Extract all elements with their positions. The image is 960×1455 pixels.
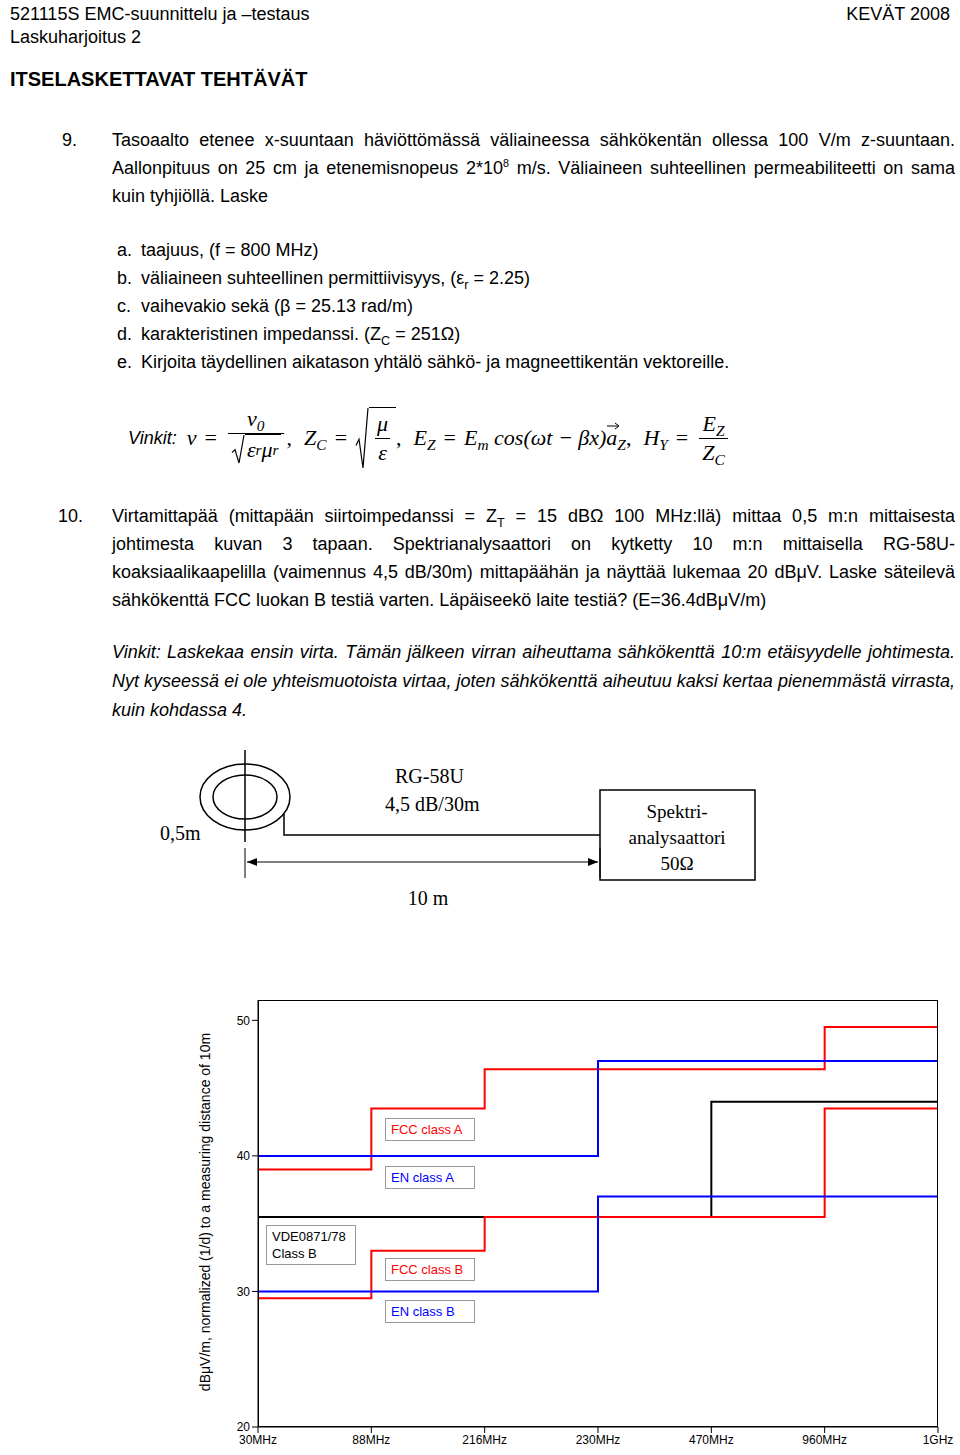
html-text:εrμr ,: εrμr , [246,425,293,462]
html-text:e.: e. [117,352,132,372]
html-text:ZC: ZC [702,439,725,468]
html-text:FCC class A: FCC class A [391,1122,463,1137]
html-text:taajuus, (f = 800 MHz): taajuus, (f = 800 MHz) [141,240,319,260]
svg-text:30: 30 [237,1285,251,1299]
html-text:a.: a. [117,240,132,260]
html-text:μ: μ [377,411,389,436]
svg-text:216MHz: 216MHz [462,1433,507,1447]
html-text:vaihevakio sekä (β = 25.13 rad: vaihevakio sekä (β = 25.13 rad/m) [141,296,413,316]
html-text:10.: 10. [58,506,83,526]
html-text:v =: v = [186,425,217,450]
html-text:c.: c. [117,296,131,316]
svg-text:40: 40 [237,1149,251,1163]
html-text:9.: 9. [62,130,77,150]
html-text:ITSELASKETTAVAT TEHTÄVÄT: ITSELASKETTAVAT TEHTÄVÄT [10,68,308,90]
svg-text:470MHz: 470MHz [689,1433,734,1447]
html-text:Tasoaalto etenee x-suuntaan hä: Tasoaalto etenee x-suuntaan häviöttömäss… [112,130,955,178]
html-text:8m/s. Väliaineen suhteellinen: 8m/s. Väliaineen suhteellinen permeabili… [112,157,955,206]
svg-text:Spektri-: Spektri- [646,801,707,822]
html-text:521115S EMC-suunnittelu ja –te: 521115S EMC-suunnittelu ja –testaus [10,4,310,24]
html-text:Vinkit: Laskekaa ensin virta.: Vinkit: Laskekaa ensin virta. Tämän jälk… [112,642,955,720]
html-text:HY =: HY = [643,425,689,454]
html-text:EN class A: EN class A [391,1170,454,1185]
svg-text:4,5 dB/30m: 4,5 dB/30m [385,793,480,815]
html-text:FCC class B: FCC class B [391,1262,464,1277]
html-text:d.: d. [117,324,132,344]
html-text:KEVÄT 2008: KEVÄT 2008 [846,4,950,24]
html-text:Vinkit:: Vinkit: [128,427,177,448]
html-text:karakteristinen impedanssi. (Z: karakteristinen impedanssi. (ZC= 251Ω) [141,324,461,348]
html-text:Virtamittapää (mittapään siirt: Virtamittapää (mittapään siirtoimpedanss… [112,506,955,610]
svg-text:RG-58U: RG-58U [395,765,464,787]
html-text:ε: ε [378,440,387,465]
svg-text:50Ω: 50Ω [660,853,693,874]
svg-text:50: 50 [237,1014,251,1028]
html-text:dBμV/m, normalized (1/d) to a: dBμV/m, normalized (1/d) to a measuring … [197,1032,213,1392]
html-text:EZ = Emcos(ωt − βx) aZ,: EZ = Emcos(ωt − βx) aZ, [413,425,632,454]
html-text:b.: b. [117,268,132,288]
html-text:väliaineen suhteellinen permit: väliaineen suhteellinen permittiivisyys,… [141,268,530,292]
svg-text:88MHz: 88MHz [352,1433,390,1447]
html-text:EZ: EZ [702,410,725,439]
html-text:Laskuharjoitus 2: Laskuharjoitus 2 [10,27,142,47]
svg-text:20: 20 [237,1420,251,1434]
svg-text:30MHz: 30MHz [239,1433,277,1447]
svg-text:analysaattori: analysaattori [628,827,725,848]
html-text:ZC =: ZC = [304,425,347,454]
html-text:Kirjoita täydellinen aikatason: Kirjoita täydellinen aikatason yhtälö sä… [141,352,730,372]
svg-text:0,5m: 0,5m [160,822,201,844]
svg-text:10 m: 10 m [408,887,449,909]
svg-text:960MHz: 960MHz [802,1433,847,1447]
html-text:EN class B: EN class B [391,1304,455,1319]
svg-text:1GHz: 1GHz [923,1433,952,1447]
html-text:VDE0871/78 Class B: VDE0871/78 Class B [272,1229,346,1261]
html-text:v0: v0 [247,406,265,435]
svg-text:230MHz: 230MHz [576,1433,621,1447]
